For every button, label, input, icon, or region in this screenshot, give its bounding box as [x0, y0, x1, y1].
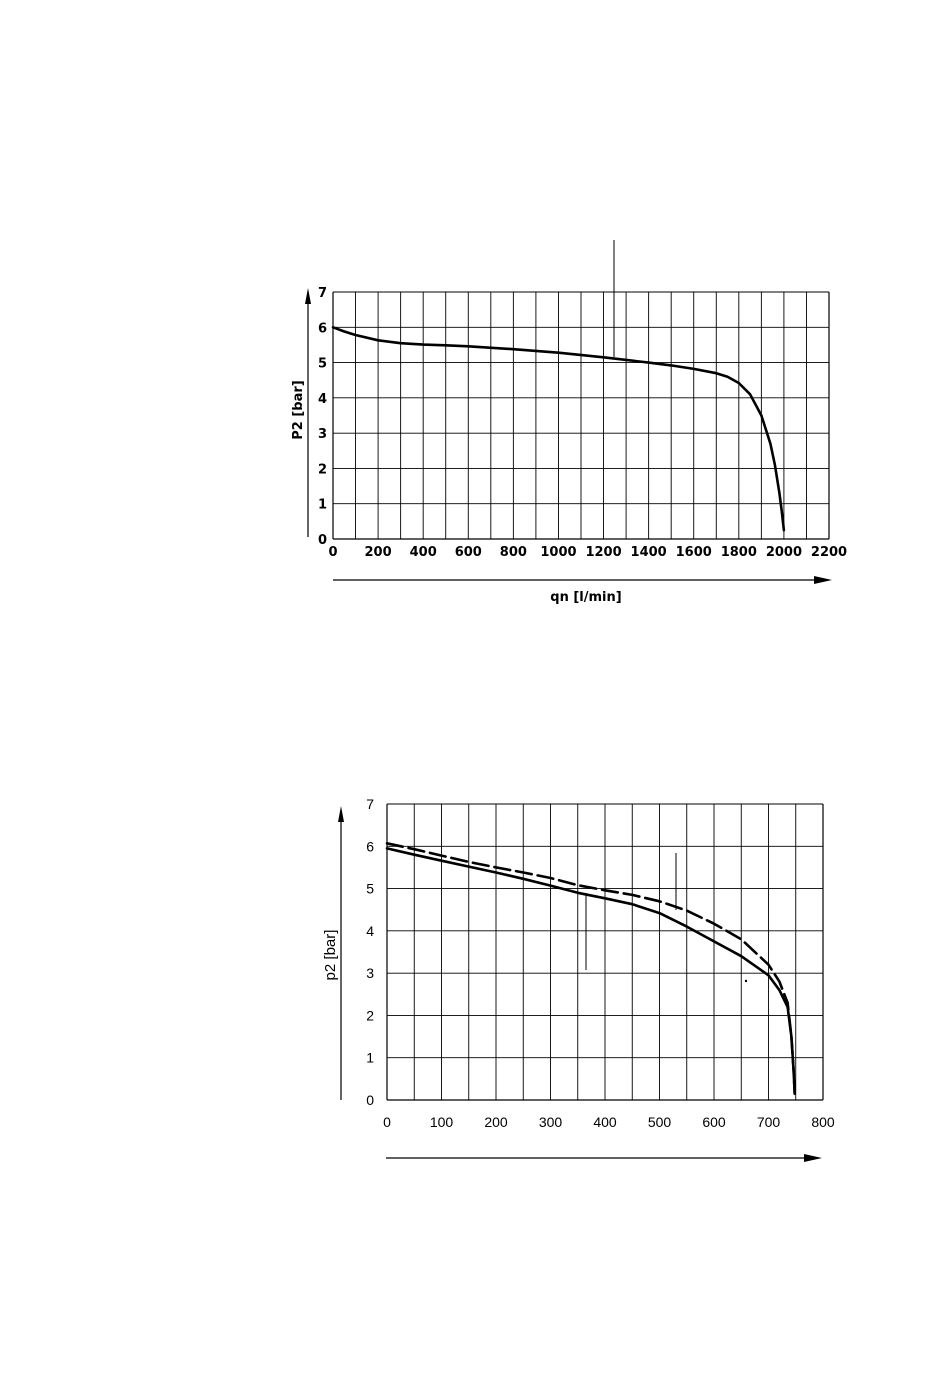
chart-2-x-tick-label: 800: [811, 1114, 835, 1130]
chart-2-y-tick-label: 2: [366, 1007, 374, 1023]
chart-2-x-tick-label: 200: [484, 1114, 508, 1130]
chart-2-series: [385, 841, 797, 1095]
chart-2-x-tick-label: 600: [702, 1114, 726, 1130]
chart-1-x-tick-label: 1400: [631, 545, 667, 560]
chart-2-y-axis-label: p2 [bar]: [322, 930, 339, 981]
chart-2-y-tick-labels: 0 1 2 3 4 5 6 7: [366, 796, 374, 1108]
chart-2-x-tick-label: 100: [430, 1114, 454, 1130]
chart-2-y-tick-label: 6: [366, 838, 374, 854]
chart-1-y-axis-label: P2 [bar]: [291, 380, 306, 439]
chart-1: 0 200 400 600 800 1000 1200 1400 1600 1800 2000 220…: [291, 240, 847, 605]
chart-2-x-tick-label: 400: [593, 1114, 617, 1130]
chart-2: 0 100 200 300 400 500 600 700 800 0 1 2 3 4 5 6 7 p2 [b…: [322, 796, 835, 1162]
chart-1-x-tick-label: 1200: [585, 545, 621, 560]
chart-1-y-tick-labels: 0 1 2 3 4 5 6 7: [318, 286, 327, 548]
chart-1-x-tick-label: 0: [328, 545, 337, 560]
chart-1-x-tick-label: 2200: [811, 545, 847, 560]
chart-1-grid: [332, 291, 830, 540]
chart-2-y-arrowhead: [338, 806, 344, 822]
chart-2-y-tick-label: 5: [366, 881, 374, 897]
chart-1-x-tick-label: 800: [500, 545, 527, 560]
chart-2-x-tick-label: 0: [383, 1114, 391, 1130]
chart-1-x-tick-label: 600: [455, 545, 482, 560]
chart-2-y-tick-label: 7: [366, 796, 374, 812]
chart-2-series-line-dashed: [385, 841, 797, 1095]
chart-1-y-tick-label: 4: [318, 392, 327, 407]
chart-1-series-line-solid: [331, 325, 786, 532]
chart-2-y-tick-label: 4: [366, 923, 374, 939]
chart-2-x-tick-label: 300: [539, 1114, 563, 1130]
chart-1-y-tick-label: 7: [318, 286, 327, 301]
chart-1-x-tick-label: 400: [410, 545, 437, 560]
chart-2-y-tick-label: 1: [366, 1050, 374, 1066]
chart-2-x-tick-labels: 0 100 200 300 400 500 600 700 800: [383, 1114, 835, 1130]
chart-1-x-tick-label: 1000: [540, 545, 576, 560]
chart-2-y-tick-label: 3: [366, 965, 374, 981]
chart-1-y-arrowhead: [305, 288, 311, 304]
chart-1-y-tick-label: 3: [318, 427, 327, 442]
chart-2-x-tick-label: 500: [648, 1114, 672, 1130]
chart-1-series: [331, 325, 786, 532]
chart-2-dot-mark: [744, 979, 748, 983]
chart-1-y-tick-label: 6: [318, 321, 327, 336]
chart-1-y-tick-label: 0: [318, 533, 327, 548]
chart-2-x-tick-label: 700: [757, 1114, 781, 1130]
chart-2-x-arrowhead: [804, 1154, 822, 1162]
chart-1-y-tick-label: 5: [318, 357, 327, 372]
chart-1-x-tick-label: 1600: [676, 545, 712, 560]
chart-1-x-arrowhead: [814, 576, 832, 584]
chart-1-x-tick-label: 2000: [766, 545, 802, 560]
chart-2-grid: [386, 803, 824, 1101]
chart-2-series-line-solid: [385, 847, 797, 1095]
chart-1-y-tick-label: 1: [318, 498, 327, 513]
chart-1-x-tick-label: 1800: [721, 545, 757, 560]
chart-1-y-tick-label: 2: [318, 462, 327, 477]
chart-1-x-tick-labels: 0 200 400 600 800 1000 1200 1400 1600 1800 2000 220…: [328, 545, 847, 560]
chart-2-y-tick-label: 0: [366, 1092, 374, 1108]
chart-1-x-axis-label: qn [l/min]: [550, 590, 621, 605]
chart-1-x-tick-label: 200: [365, 545, 392, 560]
